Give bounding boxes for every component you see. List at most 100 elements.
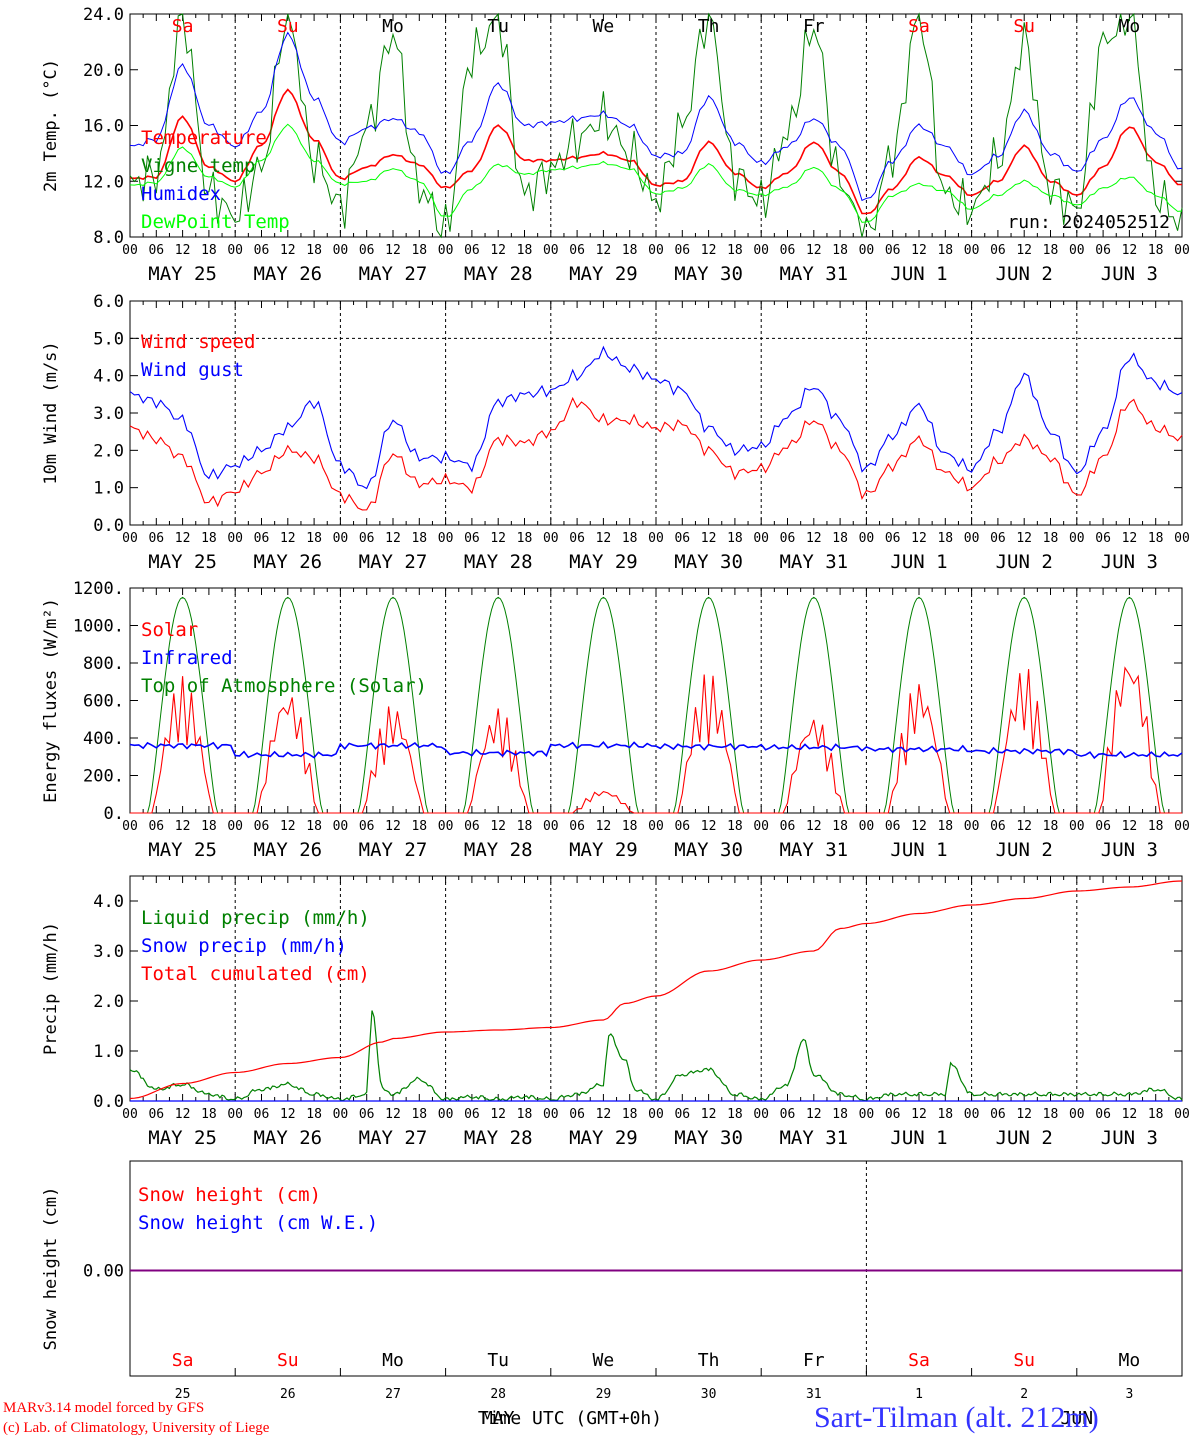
date-label: MAY 26 [253,551,322,573]
hour-label: 00 [753,819,769,834]
date-label: MAY 25 [148,1127,217,1149]
y-axis-label: 10m Wind (m/s) [41,341,61,484]
weekday-label: Fr [803,1350,825,1371]
hour-label: 00 [227,1107,243,1122]
hour-label: 12 [1016,1107,1032,1122]
hour-label: 06 [1095,531,1111,546]
date-label: JUN 3 [1101,263,1158,285]
weekday-label: Sa [908,16,930,37]
hour-label: 12 [490,819,506,834]
series-infrared [129,740,1183,760]
hour-label: 12 [806,1107,822,1122]
hour-label: 12 [911,243,927,258]
hour-label: 06 [674,243,690,258]
hour-label: 06 [464,1107,480,1122]
hour-label: 00 [543,243,559,258]
hour-label: 18 [1148,243,1164,258]
series-liquid-precip-mm-h- [129,1010,1183,1102]
hour-label: 00 [753,1107,769,1122]
hour-label: 18 [727,1107,743,1122]
run-annotation: run: 2024052512 [1007,212,1170,233]
plot-frame-2 [129,300,1183,526]
hour-label: 00 [543,819,559,834]
weekday-label: Tu [487,16,509,37]
hour-label: 00 [333,531,349,546]
hour-label: 06 [148,1107,164,1122]
y-axis-label: Snow height (cm) [41,1187,61,1351]
hour-label: 00 [438,243,454,258]
weekday-label: Mo [382,16,404,37]
hour-label: 00 [1069,819,1085,834]
y-tick-label: 5.0 [93,329,124,349]
series-total-cumulated-cm- [129,880,1183,1100]
date-label: MAY 31 [779,839,848,861]
day-number-label: 29 [596,1387,612,1402]
hour-label: 12 [911,1107,927,1122]
hour-label: 00 [964,1107,980,1122]
legend-snow-height-cm-: Snow height (cm) [138,1184,321,1206]
hour-label: 06 [359,243,375,258]
hour-label: 00 [1174,819,1190,834]
day-number-label: 26 [280,1387,296,1402]
hour-label: 12 [175,1107,191,1122]
hour-label: 18 [622,819,638,834]
hour-label: 06 [674,819,690,834]
hour-label: 06 [674,531,690,546]
date-label: MAY 28 [464,839,533,861]
hour-label: 06 [569,531,585,546]
hour-label: 06 [1095,243,1111,258]
y-tick-label: 20.0 [83,61,124,81]
hour-label: 00 [438,1107,454,1122]
hour-label: 00 [122,243,138,258]
hour-label: 12 [175,243,191,258]
date-label: MAY 30 [674,839,743,861]
hour-label: 12 [175,819,191,834]
hour-label: 12 [596,819,612,834]
hour-label: 06 [990,1107,1006,1122]
date-label: MAY 31 [779,263,848,285]
weekday-label: Th [698,16,720,37]
y-tick-label: 600. [83,692,124,712]
hour-label: 00 [122,531,138,546]
hour-label: 12 [385,243,401,258]
hour-label: 06 [254,819,270,834]
date-label: JUN 2 [996,1127,1053,1149]
hour-label: 00 [648,1107,664,1122]
hour-label: 18 [306,531,322,546]
hour-label: 00 [648,243,664,258]
series-wind-gust [129,345,1183,490]
hour-label: 00 [438,819,454,834]
hour-label: 18 [411,1107,427,1122]
hour-label: 06 [464,243,480,258]
hour-label: 06 [148,819,164,834]
hour-label: 12 [806,531,822,546]
hour-label: 18 [622,1107,638,1122]
date-label: JUN 2 [996,551,1053,573]
date-label: MAY 29 [569,263,638,285]
date-label: MAY 26 [253,1127,322,1149]
legend-temperature: Temperature [141,127,267,149]
hour-label: 12 [280,1107,296,1122]
hour-label: 12 [701,819,717,834]
date-label: MAY 26 [253,263,322,285]
y-tick-label: 1.0 [93,1042,124,1062]
hour-label: 06 [885,531,901,546]
hour-label: 18 [937,819,953,834]
hour-label: 00 [859,819,875,834]
hour-label: 18 [727,819,743,834]
date-label: MAY 30 [674,551,743,573]
date-label: MAY 29 [569,1127,638,1149]
hour-label: 18 [832,1107,848,1122]
y-tick-label: 2.0 [93,441,124,461]
date-label: MAY 25 [148,839,217,861]
weekday-label: Su [1013,1350,1035,1371]
hour-label: 00 [1069,1107,1085,1122]
hour-label: 00 [648,531,664,546]
x-axis-label: Time UTC (GMT+0h) [478,1408,662,1429]
y-tick-label: 16.0 [83,117,124,137]
day-number-label: 28 [490,1387,506,1402]
weekday-label: Su [1013,16,1035,37]
hour-label: 12 [1122,819,1138,834]
plot-frame-3 [129,587,1183,814]
